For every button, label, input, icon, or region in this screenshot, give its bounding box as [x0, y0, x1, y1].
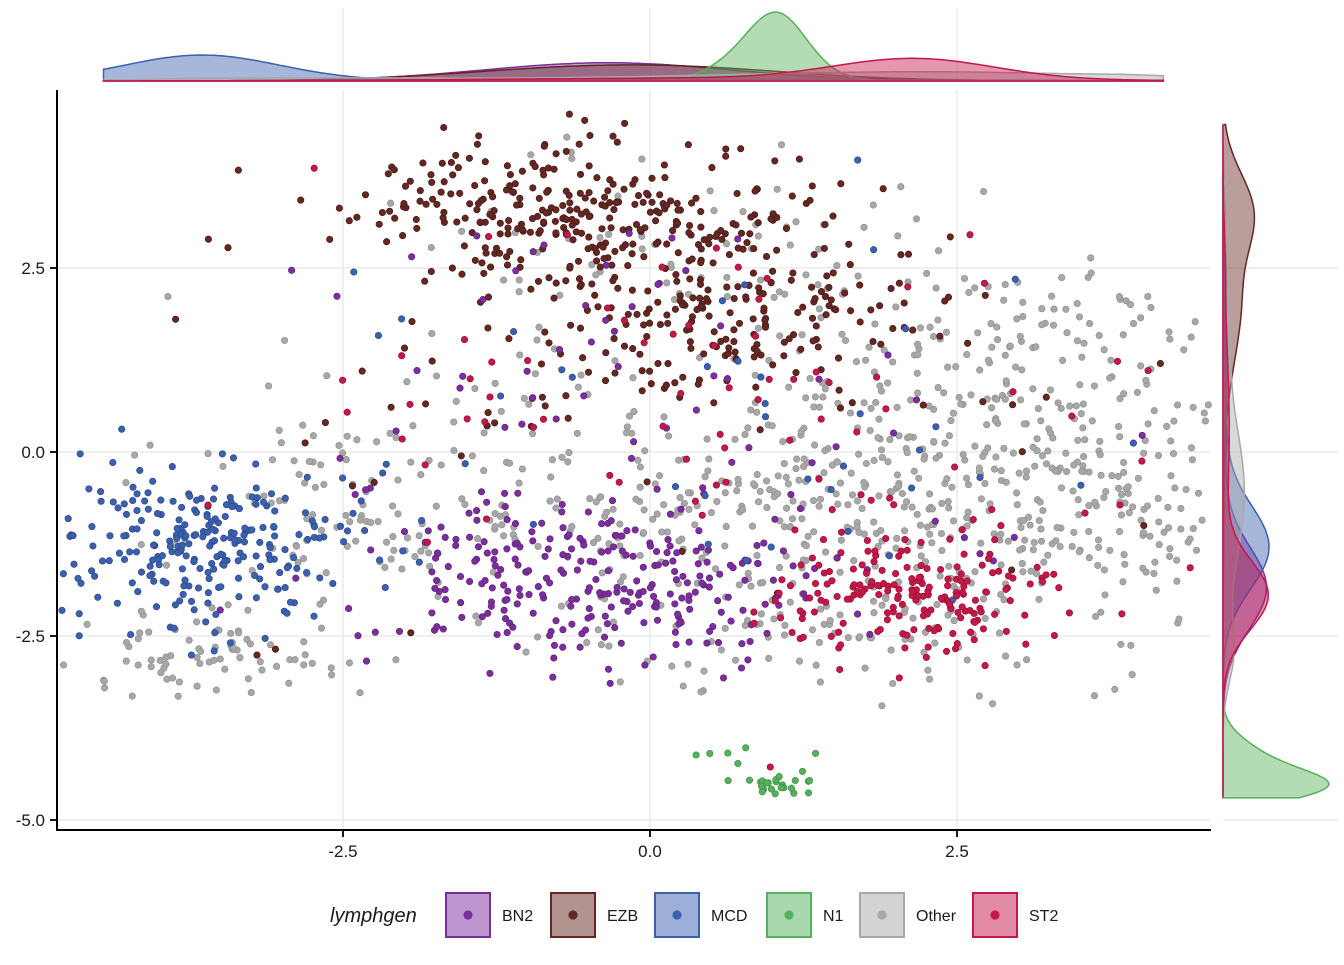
y-tick-label: 0.0	[21, 443, 45, 462]
points-ST2	[204, 164, 1194, 771]
legend-item-ST2: ST2	[972, 892, 1058, 938]
legend-title: lymphgen	[330, 905, 417, 927]
scatter-points-layer	[58, 110, 1212, 798]
legend-key-dot-icon	[568, 910, 578, 920]
right-marginal-density-panel	[1222, 123, 1330, 799]
legend-key-dot-icon	[877, 910, 887, 920]
points-MCD	[58, 156, 1137, 659]
gridlines	[57, 8, 1338, 830]
legend: lymphgen BN2 EZB MCD N1 Other ST2	[330, 892, 1058, 938]
legend-item-EZB: EZB	[550, 892, 638, 938]
legend-item-MCD: MCD	[654, 892, 747, 938]
legend-key-Other	[859, 892, 905, 938]
legend-item-label: N1	[823, 908, 844, 925]
legend-item-Other: Other	[859, 892, 957, 938]
y-tick-label: -2.5	[16, 627, 45, 646]
top-density-ST2	[102, 57, 1165, 82]
points-BN2	[216, 229, 1146, 687]
points-Other	[59, 133, 1212, 710]
legend-key-N1	[766, 892, 812, 938]
y-tick-label: -5.0	[16, 811, 45, 830]
right-density-ST2	[1222, 124, 1269, 798]
legend-item-BN2: BN2	[445, 892, 533, 938]
legend-item-label: Other	[916, 908, 957, 925]
legend-item-label: BN2	[502, 908, 533, 925]
top-density-Other	[102, 71, 1165, 82]
legend-item-N1: N1	[766, 892, 844, 938]
x-tick-label: 2.5	[945, 842, 969, 861]
points-EZB	[172, 110, 1164, 659]
legend-key-dot-icon	[990, 910, 1000, 920]
legend-key-dot-icon	[672, 910, 682, 920]
legend-key-dot-icon	[463, 910, 473, 920]
legend-item-label: EZB	[607, 908, 638, 925]
points-N1	[692, 744, 820, 798]
y-tick-label: 2.5	[21, 259, 45, 278]
legend-item-label: ST2	[1029, 908, 1058, 925]
legend-item-label: MCD	[711, 908, 747, 925]
x-tick-label: 0.0	[638, 842, 662, 861]
legend-key-dot-icon	[784, 910, 794, 920]
axis-tick-labels: -2.5 0.0 2.5 2.5 0.0 -2.5 -5.0	[16, 259, 969, 861]
top-marginal-density-panel	[102, 11, 1165, 82]
axes	[50, 90, 1211, 837]
x-tick-label: -2.5	[328, 842, 357, 861]
